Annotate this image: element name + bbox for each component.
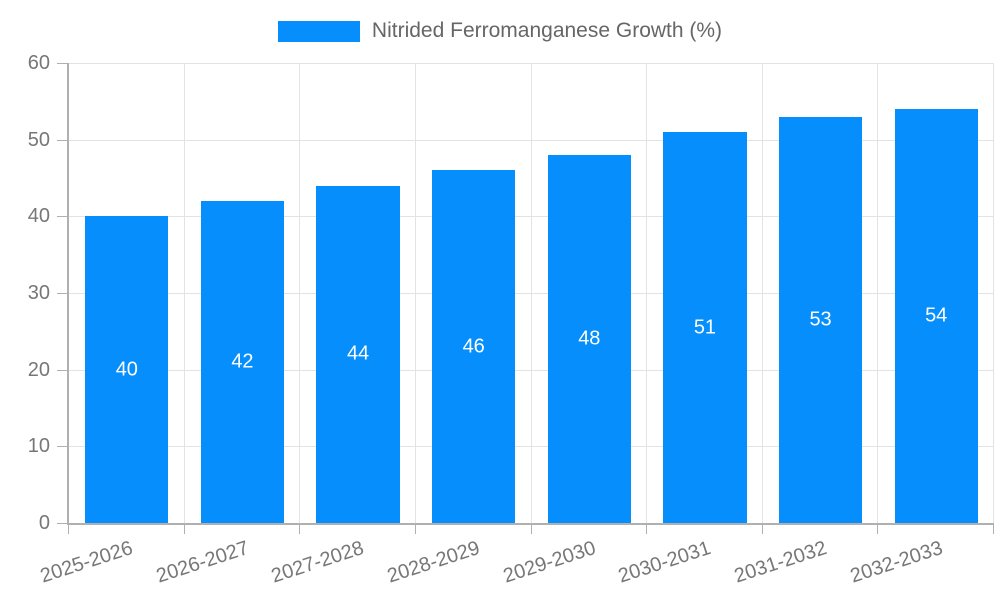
x-axis: 2025-2026 2026-2027 2027-2028 2028-2029 2029… xyxy=(38,525,992,600)
bar-value-label: 48 xyxy=(578,327,601,350)
y-axis-tick xyxy=(57,63,67,64)
y-axis-tick xyxy=(57,446,67,448)
bar-2027-2028: 44 xyxy=(316,185,400,523)
y-axis: 0 10 20 30 40 50 60 xyxy=(0,53,50,533)
x-axis-tick-label: 2031-2032 xyxy=(731,537,830,588)
x-axis-tick xyxy=(877,525,879,534)
bar-value-label: 53 xyxy=(809,308,832,331)
x-axis-tick xyxy=(761,525,763,534)
gridline-vertical xyxy=(646,63,648,523)
y-axis-tick xyxy=(57,293,67,294)
legend-label: Nitrided Ferromanganese Growth (%) xyxy=(371,19,723,42)
gridline-horizontal xyxy=(69,446,994,448)
y-axis-tick xyxy=(57,523,67,524)
bar-value-label: 51 xyxy=(693,316,717,338)
x-axis-tick-label: 2026-2027 xyxy=(153,537,252,588)
gridline-horizontal xyxy=(69,63,994,64)
gridline-vertical xyxy=(530,63,532,523)
gridline-horizontal xyxy=(69,293,994,294)
y-axis-tick-label: 20 xyxy=(27,358,50,381)
gridline-horizontal xyxy=(69,369,994,371)
bar-value-label: 46 xyxy=(462,335,485,358)
gridline-vertical xyxy=(993,63,994,523)
y-axis-tick-label: 50 xyxy=(27,128,50,151)
x-axis-tick xyxy=(68,525,69,534)
y-axis-tick xyxy=(57,139,67,141)
x-axis-tick xyxy=(183,525,185,534)
gridline-horizontal xyxy=(69,216,994,218)
x-axis-tick xyxy=(993,525,994,534)
y-axis-tick xyxy=(57,369,67,371)
x-axis-tick-label: 2025-2026 xyxy=(37,537,136,588)
gridline-vertical xyxy=(761,63,763,523)
bar-2030-2031: 51 xyxy=(663,132,747,523)
plot-area: 40 42 44 46 48 51 53 54 xyxy=(57,63,994,534)
gridline-vertical xyxy=(877,63,879,523)
y-axis-tick-label: 0 xyxy=(38,512,50,534)
x-axis-tick-label: 2028-2029 xyxy=(384,537,483,588)
legend: Nitrided Ferromanganese Growth (%) xyxy=(0,19,1000,43)
x-axis-tick-label: 2029-2030 xyxy=(500,537,599,588)
y-axis-tick-label: 60 xyxy=(27,52,50,74)
bar-value-label: 54 xyxy=(925,304,948,327)
y-axis-tick-label: 10 xyxy=(27,435,50,458)
bar-value-label: 44 xyxy=(346,342,370,365)
x-axis-tick-label: 2027-2028 xyxy=(269,537,367,588)
gridline-vertical xyxy=(414,63,416,523)
bar-2031-2032: 53 xyxy=(778,116,863,523)
bar-2032-2033: 54 xyxy=(894,109,978,523)
x-axis-tick-label: 2030-2031 xyxy=(615,537,714,588)
y-axis-tick-label: 40 xyxy=(27,205,50,228)
legend-item[interactable]: Nitrided Ferromanganese Growth (%) xyxy=(277,19,723,43)
x-axis-tick xyxy=(530,525,532,534)
x-axis-tick xyxy=(414,525,416,534)
x-axis-tick xyxy=(646,525,648,534)
bar-2028-2029: 46 xyxy=(432,170,516,523)
x-axis-tick-label: 2032-2033 xyxy=(847,537,945,588)
gridline-horizontal xyxy=(69,139,994,141)
x-axis-tick xyxy=(299,525,301,534)
bar-value-label: 42 xyxy=(231,350,254,373)
gridline-vertical xyxy=(299,63,301,523)
bar-2025-2026: 40 xyxy=(85,216,169,523)
legend-swatch xyxy=(277,20,360,42)
gridline-vertical xyxy=(183,63,185,523)
y-axis-tick-label: 30 xyxy=(27,282,50,304)
bar-2026-2027: 42 xyxy=(200,201,285,523)
bar-2029-2030: 48 xyxy=(547,155,631,523)
bar-value-label: 40 xyxy=(115,358,138,381)
y-axis-tick xyxy=(57,216,67,218)
